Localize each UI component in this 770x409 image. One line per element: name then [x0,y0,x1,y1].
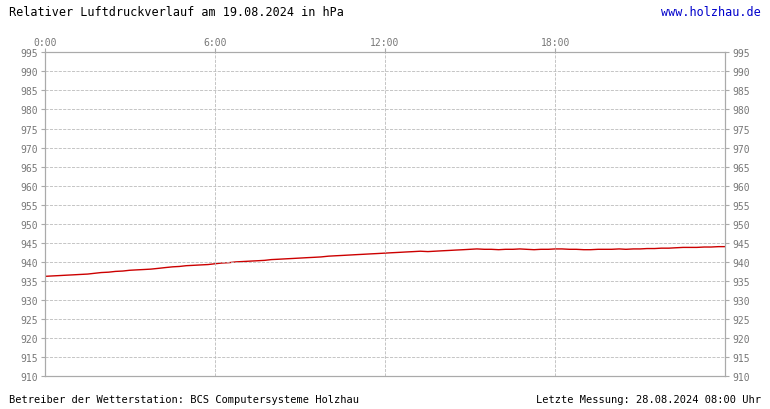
Text: www.holzhau.de: www.holzhau.de [661,6,761,19]
Text: Letzte Messung: 28.08.2024 08:00 Uhr: Letzte Messung: 28.08.2024 08:00 Uhr [536,394,761,404]
Text: Relativer Luftdruckverlauf am 19.08.2024 in hPa: Relativer Luftdruckverlauf am 19.08.2024… [9,6,344,19]
Text: Betreiber der Wetterstation: BCS Computersysteme Holzhau: Betreiber der Wetterstation: BCS Compute… [9,394,360,404]
